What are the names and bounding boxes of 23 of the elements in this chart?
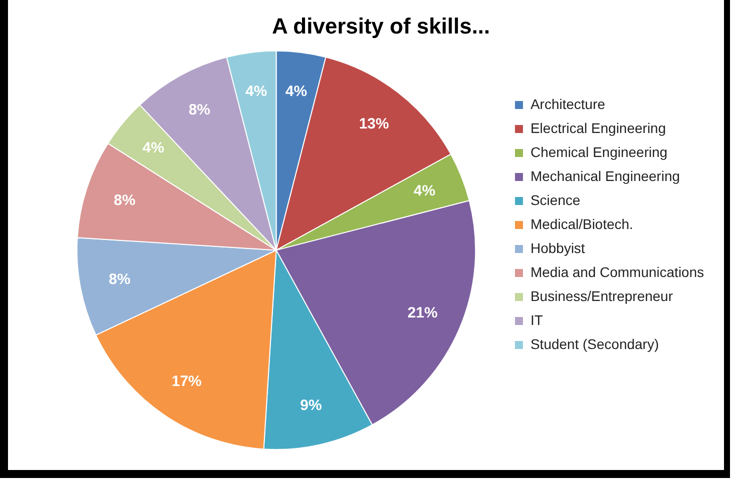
legend-label: Medical/Biotech. xyxy=(530,216,634,232)
legend-label: Science xyxy=(530,192,580,208)
legend-label: Business/Entrepreneur xyxy=(530,288,674,304)
data-label: 21% xyxy=(408,304,438,322)
legend-label: IT xyxy=(530,312,544,328)
data-label: 13% xyxy=(358,115,389,132)
data-label: 4% xyxy=(142,140,164,157)
data-label: 9% xyxy=(300,396,322,414)
legend-label: Mechanical Engineering xyxy=(530,168,680,184)
legend-label: Media and Communications xyxy=(530,264,704,280)
legend-label: Student (Secondary) xyxy=(530,336,659,352)
legend-label: Architecture xyxy=(530,96,606,112)
data-label: 17% xyxy=(172,373,202,390)
legend-label: Chemical Engineering xyxy=(530,144,668,160)
legend-label: Hobbyist xyxy=(530,240,586,256)
data-label: 4% xyxy=(414,182,436,200)
data-label: 8% xyxy=(114,192,136,210)
data-label: 4% xyxy=(245,83,268,100)
chart-title: A diversity of skills... xyxy=(272,13,490,38)
legend-label: Electrical Engineering xyxy=(530,120,666,136)
data-label: 8% xyxy=(108,271,130,288)
data-label: 4% xyxy=(285,83,308,100)
data-label: 8% xyxy=(188,102,210,119)
